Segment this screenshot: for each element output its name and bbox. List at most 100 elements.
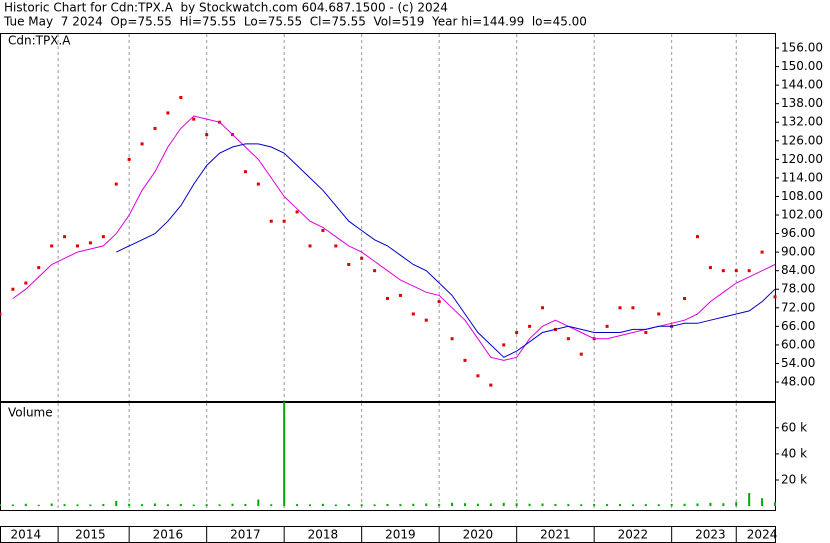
close-dot [347,262,351,266]
close-dot [101,235,105,239]
close-dot [476,374,480,378]
x-tick-label: 2017 [230,528,261,542]
y-tick-label: 90.00 [781,245,815,259]
volume-bar [386,503,389,507]
volume-bar [24,503,27,507]
volume-bar [360,504,363,507]
close-dot [11,287,15,291]
close-dot [24,281,28,285]
volume-bar [774,502,776,507]
x-tick-label: 2024 [747,528,778,542]
volume-bar [554,503,557,507]
close-dot [618,306,622,310]
volume-bar [399,504,402,507]
volume-bar [748,493,751,507]
volume-bar [451,502,454,507]
volume-label: Volume [8,406,53,420]
volume-bar [464,503,466,507]
y-tick-label: 132.00 [781,115,823,129]
close-dot [63,235,67,239]
volume-bar [296,504,299,507]
close-dot [269,219,273,223]
volume-bar [670,503,673,507]
close-dot [579,352,583,356]
price-label: Cdn:TPX.A [8,34,71,48]
volume-bar [709,502,712,507]
y-tick-label: 102.00 [781,208,823,222]
close-dot [657,312,661,316]
y-tick-label: 138.00 [781,96,823,110]
volume-bar [606,504,609,507]
volume-bar [76,504,79,507]
close-dot [76,244,79,248]
close-dot [321,228,325,232]
volume-bar [231,503,234,507]
close-dot [721,269,725,273]
y-tick-label: 72.00 [781,300,815,314]
y-tick-label: 144.00 [781,78,823,92]
close-dot [644,331,648,335]
chart-title: Historic Chart for Cdn:TPX.A by Stockwat… [4,1,448,15]
volume-bar [179,503,182,507]
volume-bar [619,503,621,507]
volume-bar [115,500,118,507]
y-tick-label: 96.00 [781,226,815,240]
close-dot [205,133,209,137]
x-tick-label: 2015 [75,528,106,542]
close-dot [747,269,751,273]
moving-average-line [116,143,776,358]
y-tick-label: 126.00 [781,133,823,147]
volume-bar [270,504,273,507]
x-tick-label: 2014 [11,528,42,542]
close-dot [398,293,402,297]
close-dot [0,312,2,316]
close-dot [411,312,415,316]
close-dot [140,142,144,146]
close-dot [424,318,428,322]
volume-bar [373,504,376,507]
close-dot [50,244,54,248]
close-dot [88,241,92,245]
close-dot [683,297,687,301]
close-dot [386,297,389,301]
chart-subtitle: Tue May 7 2024 Op=75.55 Hi=75.55 Lo=75.5… [3,15,587,29]
volume-bar [425,503,428,507]
volume-bar [657,504,660,507]
volume-bar [0,504,1,507]
y2-tick-label: 20 k [781,472,807,486]
volume-bar [141,504,144,507]
volume-bar [580,504,583,507]
close-dot [631,306,635,310]
volume-bar [11,504,14,507]
volume-bar [438,503,441,507]
volume-bar [102,503,105,507]
volume-bar [528,503,531,507]
close-dot [450,337,454,341]
volume-bar [89,504,92,507]
y-tick-label: 54.00 [781,356,815,370]
close-dot [528,324,532,328]
close-dot [373,269,377,273]
close-dot [153,126,157,130]
volume-bar [128,503,131,507]
volume-bar [309,504,311,507]
close-dot [37,266,41,270]
x-tick-label: 2019 [385,528,416,542]
x-tick-label: 2021 [540,528,571,542]
volume-bar [257,499,260,507]
volume-bar [205,504,208,507]
volume-bar [735,502,738,507]
close-dot [243,170,247,174]
volume-bar [347,504,350,507]
close-dot [708,266,712,270]
x-tick-label: 2016 [153,528,184,542]
x-tick-label: 2022 [618,528,649,542]
volume-bar [37,504,40,507]
volume-bar [696,503,699,507]
close-dot [256,182,260,186]
close-dot [192,117,196,121]
volume-bar [631,504,634,507]
close-dot [773,295,777,299]
y-tick-label: 108.00 [781,189,823,203]
